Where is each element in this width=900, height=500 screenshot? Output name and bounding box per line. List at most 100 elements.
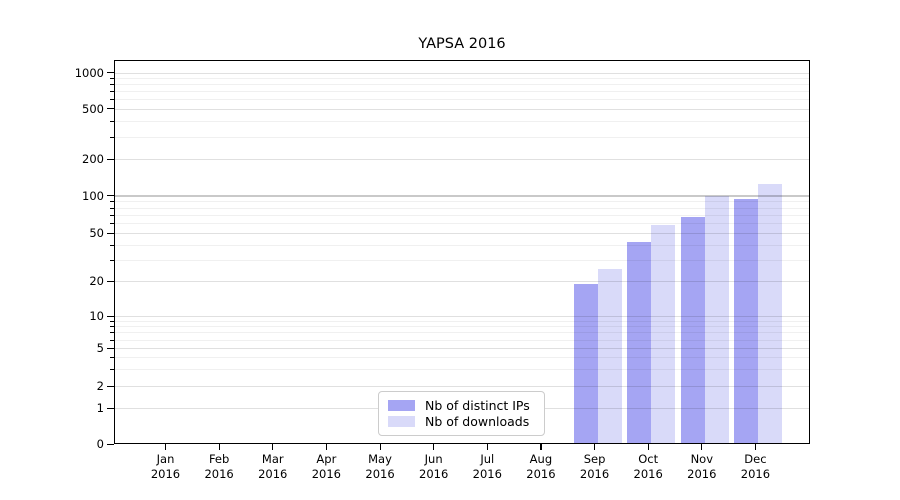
gridline-minor bbox=[114, 99, 810, 101]
x-tick-mark bbox=[701, 444, 703, 450]
y-tick-mark bbox=[107, 443, 114, 445]
y-minor-tick-mark bbox=[110, 369, 114, 371]
x-tick-label-feb: Feb 2016 bbox=[204, 452, 234, 481]
gridline-major bbox=[114, 72, 810, 74]
gridline-minor bbox=[114, 357, 810, 359]
y-minor-tick-mark bbox=[110, 259, 114, 261]
x-tick-label-mar: Mar 2016 bbox=[258, 452, 288, 481]
y-tick-label: 1000 bbox=[74, 65, 104, 80]
gridline-minor bbox=[114, 326, 810, 328]
x-tick-label-sep: Sep 2016 bbox=[579, 452, 610, 481]
y-tick-label: 5 bbox=[96, 341, 104, 355]
x-tick-label-oct: Oct 2016 bbox=[633, 452, 663, 481]
gridline-minor bbox=[114, 78, 810, 80]
y-minor-tick-mark bbox=[110, 99, 114, 101]
x-tick-mark bbox=[325, 444, 328, 450]
y-minor-tick-mark bbox=[110, 320, 114, 322]
bar-downloads-nov bbox=[704, 195, 729, 444]
gridline-major bbox=[114, 159, 810, 160]
y-minor-tick-mark bbox=[110, 223, 114, 225]
gridline-major bbox=[114, 281, 810, 282]
gridline-minor bbox=[114, 320, 810, 322]
legend-swatch-distinct-ips bbox=[388, 400, 415, 411]
y-tick-label: 50 bbox=[89, 226, 104, 241]
gridline-minor bbox=[114, 207, 810, 209]
x-tick-label-apr: Apr 2016 bbox=[311, 452, 342, 481]
y-tick-mark bbox=[107, 72, 114, 74]
gridline-minor bbox=[114, 223, 810, 225]
y-tick-label: 0 bbox=[96, 437, 104, 451]
x-tick-mark bbox=[540, 444, 542, 450]
y-minor-tick-mark bbox=[110, 207, 114, 209]
x-tick-label-jun: Jun 2016 bbox=[419, 452, 449, 481]
y-tick-mark bbox=[107, 108, 114, 110]
legend-label-downloads: Nb of downloads bbox=[425, 414, 530, 429]
gridline-minor bbox=[114, 369, 810, 371]
y-minor-tick-mark bbox=[110, 244, 114, 246]
gridline-minor bbox=[114, 215, 810, 217]
x-tick-mark bbox=[594, 444, 596, 450]
y-minor-tick-mark bbox=[110, 78, 114, 80]
x-tick-label-aug: Aug 2016 bbox=[526, 452, 556, 481]
y-tick-mark bbox=[107, 347, 114, 349]
gridline-major bbox=[114, 233, 810, 235]
gridline-major bbox=[114, 108, 810, 110]
legend-swatch-downloads bbox=[388, 416, 415, 427]
bar-distinct-ips-dec bbox=[734, 199, 759, 444]
bar-downloads-sep bbox=[597, 269, 622, 444]
x-tick-label-dec: Dec 2016 bbox=[740, 452, 771, 481]
y-tick-label: 200 bbox=[82, 152, 104, 166]
legend-label-distinct-ips: Nb of distinct IPs bbox=[425, 398, 530, 413]
legend-item-downloads: Nb of downloads bbox=[388, 414, 535, 429]
y-minor-tick-mark bbox=[110, 201, 114, 203]
x-tick-mark bbox=[379, 444, 381, 450]
y-tick-mark bbox=[107, 315, 114, 317]
gridline-minor bbox=[114, 332, 810, 334]
x-tick-mark bbox=[647, 444, 649, 450]
y-minor-tick-mark bbox=[110, 339, 114, 341]
x-tick-mark bbox=[218, 444, 220, 450]
gridline-major bbox=[114, 386, 810, 387]
gridline-major bbox=[114, 348, 810, 349]
y-tick-label: 500 bbox=[82, 101, 104, 116]
bar-distinct-ips-sep bbox=[573, 283, 598, 444]
bar-downloads-dec bbox=[758, 184, 783, 444]
gridline-minor bbox=[114, 120, 810, 122]
y-minor-tick-mark bbox=[110, 332, 114, 334]
y-tick-mark bbox=[107, 158, 114, 160]
y-minor-tick-mark bbox=[110, 136, 114, 138]
gridline-major bbox=[114, 316, 810, 317]
gridline-minor bbox=[114, 339, 810, 341]
y-minor-tick-mark bbox=[110, 91, 114, 93]
x-tick-label-jan: Jan 2016 bbox=[150, 452, 181, 481]
y-tick-mark bbox=[107, 195, 114, 197]
y-minor-tick-mark bbox=[110, 357, 114, 359]
y-tick-mark bbox=[107, 280, 114, 282]
y-tick-mark bbox=[107, 385, 114, 387]
y-tick-mark bbox=[107, 232, 114, 234]
x-tick-mark bbox=[486, 444, 488, 450]
x-tick-mark bbox=[165, 444, 167, 450]
gridline-minor bbox=[114, 84, 810, 86]
gridline-minor bbox=[114, 91, 810, 93]
y-tick-label: 2 bbox=[96, 379, 104, 393]
legend-item-distinct-ips: Nb of distinct IPs bbox=[388, 398, 535, 413]
y-minor-tick-mark bbox=[110, 215, 114, 217]
x-tick-label-nov: Nov 2016 bbox=[687, 452, 717, 481]
gridline-100 bbox=[114, 194, 810, 197]
legend: Nb of distinct IPs Nb of downloads bbox=[378, 391, 545, 436]
x-tick-label-may: May 2016 bbox=[365, 452, 395, 481]
gridline-minor bbox=[114, 244, 810, 246]
y-tick-label: 1 bbox=[96, 401, 104, 415]
y-tick-mark bbox=[107, 407, 114, 409]
x-tick-mark bbox=[433, 444, 435, 450]
y-tick-label: 100 bbox=[82, 188, 104, 203]
gridline-minor bbox=[114, 259, 810, 261]
x-tick-label-jul: Jul 2016 bbox=[472, 452, 502, 481]
y-tick-label: 10 bbox=[89, 309, 104, 323]
gridline-minor bbox=[114, 136, 810, 138]
y-tick-label: 20 bbox=[89, 274, 104, 288]
gridline-minor bbox=[114, 201, 810, 203]
bar-distinct-ips-oct bbox=[627, 242, 652, 444]
